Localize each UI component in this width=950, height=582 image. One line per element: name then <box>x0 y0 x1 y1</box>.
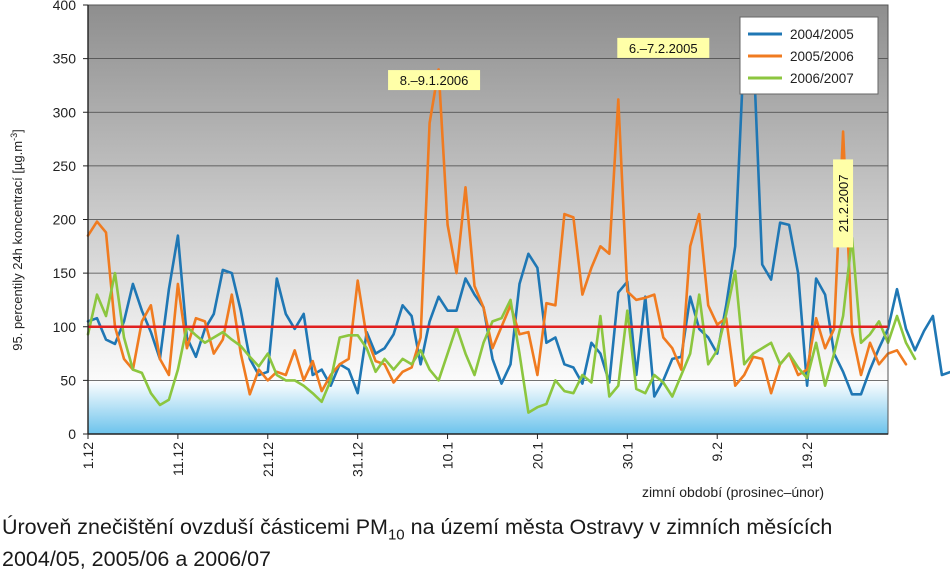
x-tick-label-3: 31.12 <box>350 442 366 477</box>
x-tick-label-0: 1.12 <box>80 442 96 469</box>
x-tick-label-5: 20.1 <box>529 442 545 469</box>
y-tick-label-200: 200 <box>53 212 77 228</box>
legend-label-1: 2005/2006 <box>790 49 854 64</box>
legend-label-0: 2004/2005 <box>790 27 854 42</box>
y-tick-label-0: 0 <box>68 426 76 442</box>
x-tick-labels: 1.12 11.12 21.12 31.12 10.1 20.1 30.1 9.2 19.2 <box>80 434 815 477</box>
x-tick-label-8: 19.2 <box>799 442 815 469</box>
annotation-label-0: 8.–9.1.2006 <box>400 73 469 88</box>
y-axis-label: 95. percentily 24h koncentrací [µg.m-3] <box>9 129 25 350</box>
legend-label-2: 2006/2007 <box>790 71 854 86</box>
y-tick-label-50: 50 <box>60 372 76 388</box>
plot-bg-lower <box>88 380 888 434</box>
y-tick-label-100: 100 <box>53 319 77 335</box>
y-tick-label-400: 400 <box>53 0 77 13</box>
caption-line-1: Úroveň znečištění ovzduší částicemi PM10… <box>2 515 833 544</box>
y-tick-label-250: 250 <box>53 158 77 174</box>
x-tick-label-2: 21.12 <box>260 442 276 477</box>
y-tick-label-300: 300 <box>53 104 77 120</box>
x-axis-label: zimní období (prosinec–únor) <box>642 484 824 500</box>
x-tick-label-4: 10.1 <box>440 442 456 469</box>
annotation-label-2: 21.2.2007 <box>836 174 851 232</box>
x-tick-label-7: 9.2 <box>709 442 725 462</box>
legend: 2004/2005 2005/2006 2006/2007 <box>739 16 879 95</box>
annotation-box-0 <box>388 70 481 91</box>
figure-caption: Úroveň znečištění ovzduší částicemi PM10… <box>2 515 948 572</box>
series-lines <box>86 43 950 414</box>
series-line-0 <box>86 43 950 398</box>
caption-line-2: 2004/05, 2005/06 a 2006/07 <box>2 547 272 572</box>
annotations: 8.–9.1.2006 6.–7.2.2005 21.2.2007 <box>388 37 854 248</box>
y-tick-label-150: 150 <box>53 265 77 281</box>
x-tick-label-1: 11.12 <box>170 442 186 476</box>
x-tick-label-6: 30.1 <box>619 442 635 469</box>
y-tick-labels: 0 50 100 150 200 250 300 350 400 <box>53 0 88 442</box>
pm10-line-chart: 0 50 100 150 200 250 300 350 400 1.12 11.12 21.12 3… <box>9 0 950 500</box>
series-line-2 <box>86 236 917 414</box>
y-tick-label-350: 350 <box>53 51 77 67</box>
annotation-box-1 <box>617 37 710 58</box>
annotation-label-1: 6.–7.2.2005 <box>629 41 698 56</box>
annotation-box-2 <box>833 159 854 248</box>
